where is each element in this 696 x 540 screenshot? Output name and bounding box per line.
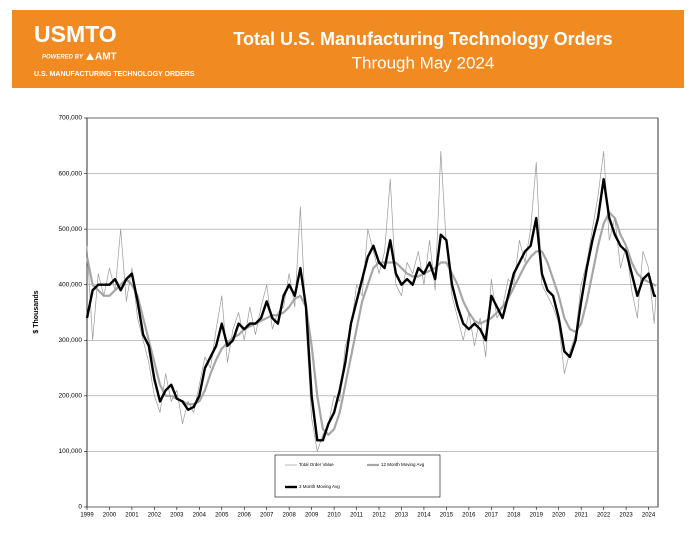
- y-tick-label: 200,000: [59, 393, 83, 400]
- brand: AMT: [95, 52, 117, 63]
- x-tick-label: 2005: [215, 513, 229, 519]
- chart-subtitle: Through May 2024: [352, 53, 495, 72]
- x-tick-label: 2010: [327, 513, 341, 519]
- y-tick-label: 600,000: [59, 170, 83, 177]
- amt-icon: [86, 53, 94, 60]
- x-tick-label: 2024: [642, 513, 656, 519]
- x-tick-label: 2007: [260, 513, 274, 519]
- chart-title: Total U.S. Manufacturing Technology Orde…: [233, 29, 612, 49]
- x-tick-label: 2021: [574, 513, 588, 519]
- series-line: [86, 150, 657, 452]
- x-tick-label: 2015: [440, 513, 454, 519]
- x-tick-label: 2011: [350, 513, 364, 519]
- x-tick-label: 2006: [238, 513, 252, 519]
- x-tick-label: 2023: [619, 513, 633, 519]
- legend-label: Total Order Value: [299, 462, 334, 467]
- legend-box: [274, 454, 441, 498]
- y-tick-label: 500,000: [59, 226, 83, 233]
- logo: USMTO: [34, 21, 117, 47]
- legend-label: 3 Month Moving Avg: [299, 484, 340, 489]
- x-tick-label: 2000: [103, 513, 117, 519]
- x-tick-label: 2003: [170, 513, 184, 519]
- y-tick-label: 700,000: [59, 115, 83, 122]
- plot-frame: [86, 117, 659, 508]
- x-tick-label: 2014: [417, 513, 431, 519]
- x-tick-label: 2002: [148, 513, 162, 519]
- x-tick-label: 2017: [485, 513, 499, 519]
- y-tick-label: 100,000: [59, 448, 83, 455]
- x-tick-label: 2018: [507, 513, 521, 519]
- x-tick-label: 2013: [395, 513, 409, 519]
- x-tick-label: 2001: [125, 513, 139, 519]
- y-axis-label: $ Thousands: [33, 290, 40, 333]
- x-tick-label: 2020: [552, 513, 566, 519]
- x-tick-label: 2004: [193, 513, 207, 519]
- powered-by: POWERED BY: [42, 55, 84, 61]
- x-tick-label: 2016: [462, 513, 476, 519]
- x-tick-label: 2009: [305, 513, 319, 519]
- series-line: [85, 177, 656, 442]
- legend-label: 12 Month Moving Avg: [381, 462, 425, 467]
- series-line: [85, 211, 657, 436]
- x-tick-label: 2022: [597, 513, 611, 519]
- header-banner: [12, 10, 684, 88]
- x-tick-label: 2019: [530, 513, 544, 519]
- y-tick-label: 0: [78, 504, 82, 511]
- y-tick-label: 300,000: [59, 337, 83, 344]
- y-tick-label: 400,000: [59, 281, 83, 288]
- tagline: U.S. MANUFACTURING TECHNOLOGY ORDERS: [34, 71, 195, 78]
- x-tick-label: 2012: [372, 513, 386, 519]
- x-tick-label: 1999: [80, 513, 94, 519]
- x-tick-label: 2008: [282, 513, 296, 519]
